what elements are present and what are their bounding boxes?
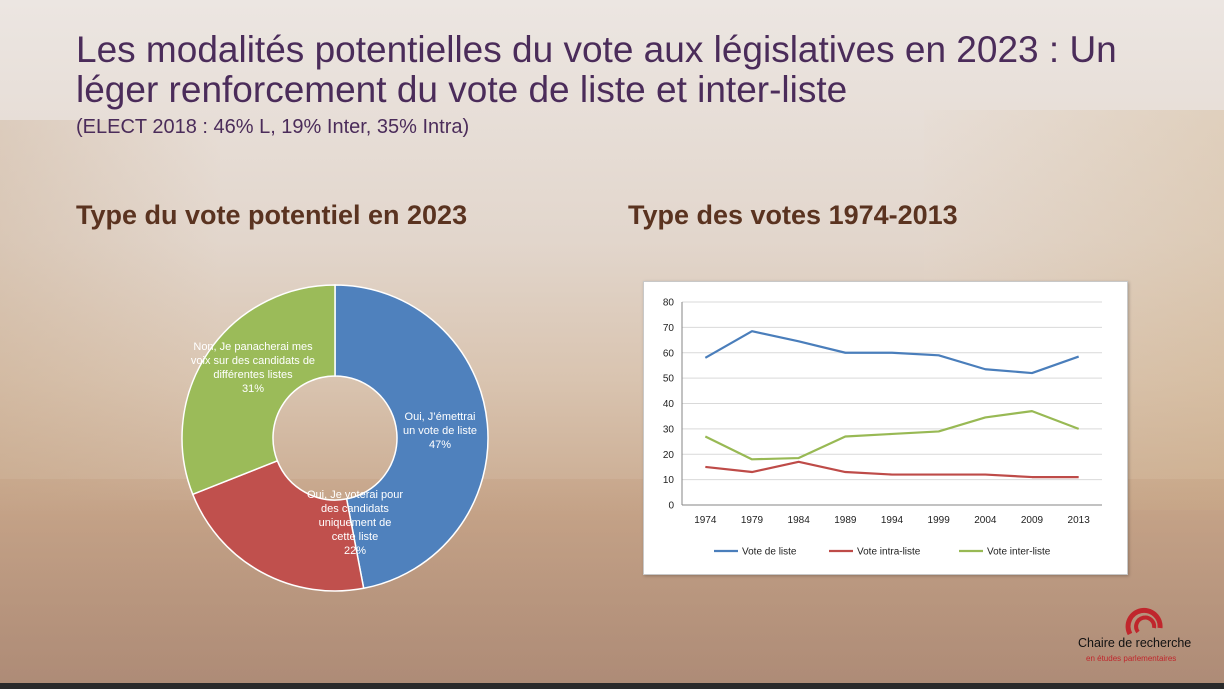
donut-heading: Type du vote potentiel en 2023 — [76, 200, 468, 230]
chamber-arc-icon — [1125, 607, 1163, 636]
donut-slice — [181, 284, 336, 496]
x-tick-label: 1999 — [928, 515, 951, 526]
x-tick-label: 1979 — [741, 515, 764, 526]
x-tick-label: 2013 — [1068, 515, 1091, 526]
donut-slice — [191, 459, 365, 592]
y-tick-label: 50 — [663, 374, 675, 385]
donut-slice-label: Oui, Je voterai pour des candidats uniquem… — [307, 489, 403, 557]
legend-label: Vote intra-liste — [857, 547, 921, 558]
legend-label: Vote inter-liste — [987, 547, 1051, 558]
y-tick-label: 30 — [663, 424, 675, 435]
donut-value-label: 31% — [242, 383, 264, 395]
x-tick-label: 2009 — [1021, 515, 1044, 526]
x-tick-label: 1974 — [694, 515, 717, 526]
donut-label-line: cette liste — [332, 531, 378, 543]
donut-label-line: Non, Je panacherai mes — [193, 341, 313, 353]
donut-slice — [334, 284, 489, 590]
y-tick-label: 10 — [663, 475, 675, 486]
donut-label-line: Oui, Je voterai pour — [307, 489, 403, 501]
x-tick-label: 1994 — [881, 515, 904, 526]
legend-label: Vote de liste — [742, 547, 797, 558]
y-tick-label: 0 — [668, 501, 674, 512]
donut-chart: Oui, J’émettrai un vote de liste 47%Oui, J… — [181, 284, 489, 592]
logo-subtitle: en études parlementaires — [1086, 654, 1177, 663]
bottom-bar — [0, 683, 1224, 689]
donut-label-line: voix sur des candidats de — [191, 355, 315, 367]
y-tick-label: 80 — [663, 298, 675, 309]
donut-label-line: des candidats — [321, 503, 389, 515]
slide-subtitle: (ELECT 2018 : 46% L, 19% Inter, 35% Intr… — [76, 116, 470, 138]
y-tick-label: 70 — [663, 323, 675, 334]
line-chart-heading: Type des votes 1974-2013 — [628, 200, 958, 230]
y-tick-label: 20 — [663, 450, 675, 461]
line-chart-frame: 0 10 20 30 40 50 60 70 80 1974 1979 1984 1989 1994 199… — [643, 281, 1128, 575]
series-line — [705, 460, 1079, 479]
donut-value-label: 22% — [344, 545, 366, 557]
donut-label-line: Oui, J’émettrai — [405, 411, 476, 423]
donut-label-line: uniquement de — [319, 517, 392, 529]
donut-label-line: différentes listes — [213, 369, 293, 381]
y-tick-label: 60 — [663, 348, 675, 359]
donut-slice-label: Non, Je panacherai mes voix sur des candi… — [191, 341, 315, 395]
x-tick-label: 1989 — [834, 515, 857, 526]
x-tick-label: 2004 — [974, 515, 997, 526]
line-chart: 0 10 20 30 40 50 60 70 80 1974 1979 1984 1989 1994 199… — [663, 298, 1102, 558]
donut-value-label: 47% — [429, 439, 451, 451]
y-tick-label: 40 — [663, 399, 675, 410]
slide-title: Les modalités potentielles du vote aux l… — [76, 29, 1117, 110]
x-tick-label: 1984 — [788, 515, 811, 526]
logo-name: Chaire de recherche — [1078, 636, 1192, 650]
donut-slice-label: Oui, J’émettrai un vote de liste 47% — [403, 411, 477, 451]
donut-label-line: un vote de liste — [403, 425, 477, 437]
series-line — [704, 410, 1080, 461]
logo: Chaire de recherche en études parlementa… — [1076, 598, 1216, 670]
series-line — [704, 330, 1080, 375]
